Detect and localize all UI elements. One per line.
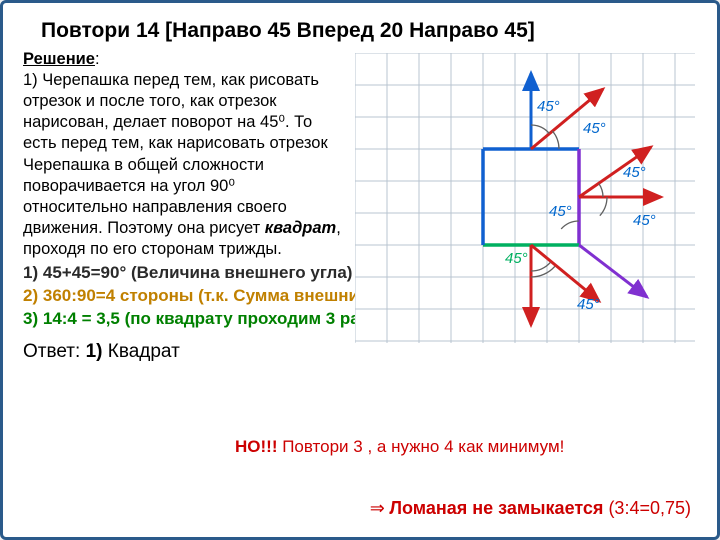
step-num-2: 2) bbox=[23, 286, 38, 305]
svg-text:45°: 45° bbox=[583, 120, 606, 137]
step-num-3: 3) bbox=[23, 309, 38, 328]
answer-text: Квадрат bbox=[108, 341, 180, 362]
step-text-1: 45+45=90° (Величина внешнего угла) bbox=[43, 263, 353, 282]
warn-prefix: НО!!! bbox=[235, 437, 277, 456]
svg-text:45°: 45° bbox=[537, 98, 560, 115]
warning-line-2: ⇒ Ломаная не замыкается (3:4=0,75) bbox=[370, 498, 691, 519]
slide-title: Повтори 14 [Направо 45 Вперед 20 Направо… bbox=[41, 19, 697, 43]
solution-paragraph: 1) Черепашка перед тем, как рисовать отр… bbox=[23, 71, 328, 237]
svg-text:45°: 45° bbox=[633, 212, 656, 229]
step-num-1: 1) bbox=[23, 263, 38, 282]
warn-bold-2: Ломаная не замыкается bbox=[389, 498, 603, 518]
warning-line-1: НО!!! Повтори 3 , а нужно 4 как минимум! bbox=[235, 437, 564, 457]
answer-bold: 1) bbox=[86, 341, 108, 362]
turtle-diagram: 45° 45° 45° 45° 45° 45° 45° bbox=[355, 53, 695, 343]
svg-text:45°: 45° bbox=[623, 164, 646, 181]
para-bold: квадрат bbox=[265, 219, 336, 237]
warn-tail-2: (3:4=0,75) bbox=[603, 498, 691, 518]
solution-label: Решение bbox=[23, 50, 95, 68]
svg-text:45°: 45° bbox=[549, 203, 572, 220]
warn-text-1: Повтори 3 , а нужно 4 как минимум! bbox=[277, 437, 564, 456]
slide-frame: Повтори 14 [Направо 45 Вперед 20 Направо… bbox=[0, 0, 720, 540]
solution-text: Решение: 1) Черепашка перед тем, как рис… bbox=[23, 49, 343, 260]
arrow-icon: ⇒ bbox=[370, 498, 390, 518]
svg-text:45°: 45° bbox=[505, 250, 528, 267]
svg-text:45°: 45° bbox=[577, 296, 600, 313]
answer-line: Ответ: 1) Квадрат bbox=[23, 341, 697, 363]
answer-label: Ответ: bbox=[23, 341, 86, 362]
